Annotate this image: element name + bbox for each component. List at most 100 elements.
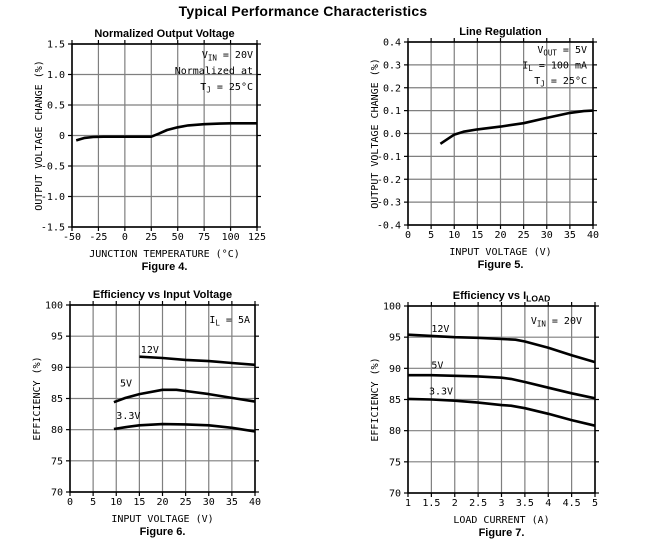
y-tick-label: -1.5 [41, 223, 65, 234]
y-tick-label: 1.5 [47, 40, 65, 51]
x-tick-label: 20 [494, 230, 506, 241]
annotation-line: Normalized at [175, 66, 253, 77]
y-tick-label: 1.0 [47, 70, 65, 81]
annotation-line: IL = 100 mA [522, 61, 587, 74]
y-tick-label: 80 [389, 426, 401, 437]
y-tick-label: -1.0 [41, 192, 65, 203]
x-tick-label: 40 [249, 497, 261, 508]
x-tick-label: 30 [541, 230, 553, 241]
y-tick-label: 75 [51, 456, 63, 467]
x-tick-label: 0 [122, 232, 128, 243]
x-axis-label: INPUT VOLTAGE (V) [111, 514, 213, 525]
x-tick-label: 15 [471, 230, 483, 241]
series-label-3.3V: 3.3V [429, 387, 453, 398]
chart-title: Normalized Output Voltage [94, 28, 234, 40]
y-tick-label: 95 [51, 332, 63, 343]
y-tick-label: -0.5 [41, 162, 65, 173]
y-tick-label: 75 [389, 457, 401, 468]
y-tick-label: 0.3 [383, 60, 401, 71]
annotation-line: VIN = 20V [531, 316, 582, 329]
x-tick-label: 25 [145, 232, 157, 243]
x-axis-label: INPUT VOLTAGE (V) [449, 247, 551, 258]
annotation-line: VOUT = 5V [537, 45, 587, 58]
figure-caption: Figure 5. [478, 259, 524, 271]
data-curve-3.3V [407, 397, 596, 427]
figure4-plot: VIN = 20V Normalized at TJ = 25°C -50 -25 0 25… [34, 28, 266, 273]
figure5-plot: VOUT = 5V IL = 100 mA TJ = 25°C 0 5 10 15 20 25 3… [370, 26, 599, 271]
y-tick-label: -0.2 [377, 175, 401, 186]
chart-title: Efficiency vs ILOAD [453, 290, 550, 304]
x-tick-label: 25 [180, 497, 192, 508]
y-tick-label: 90 [389, 364, 401, 375]
series-label-5V: 5V [431, 360, 443, 371]
series-label-3.3V: 3.3V [116, 411, 140, 422]
data-curve-output-voltage-change [439, 109, 594, 145]
annotation-line: TJ = 25°C [200, 82, 253, 95]
data-curve-5V [113, 388, 256, 404]
chart-efficiency-vs-input-voltage: 12V 5V 3.3V IL = 5A 0 5 10 15 20 25 30 35 40 100 95 90 8… [16, 286, 338, 548]
chart-normalized-output-voltage: VIN = 20V Normalized at TJ = 25°C -50 -25 0 25… [18, 25, 340, 282]
x-tick-label: 50 [172, 232, 184, 243]
x-tick-label: 5 [592, 498, 598, 509]
x-tick-label: -50 [63, 232, 81, 243]
y-tick-label: 0.2 [383, 83, 401, 94]
y-tick-label: 85 [389, 395, 401, 406]
y-tick-label: 0.5 [47, 101, 65, 112]
plot-border [71, 43, 258, 228]
figure6-plot: 12V 5V 3.3V IL = 5A 0 5 10 15 20 25 30 35 40 100 95 90 8… [32, 289, 261, 538]
y-axis-label: EFFICIENCY (%) [32, 356, 43, 440]
page-title: Typical Performance Characteristics [178, 3, 428, 19]
chart-title: Efficiency vs Input Voltage [93, 289, 232, 301]
annotation-line: IL = 5A [209, 315, 250, 328]
x-tick-label: 15 [133, 497, 145, 508]
y-tick-label: -0.4 [377, 221, 401, 232]
y-tick-label: 100 [45, 301, 63, 312]
x-tick-label: 10 [448, 230, 460, 241]
y-axis-label: EFFICIENCY (%) [370, 357, 381, 441]
x-tick-label: 3.5 [516, 498, 534, 509]
chart-title: Line Regulation [459, 26, 542, 38]
y-tick-label: 70 [389, 489, 401, 500]
annotation-line: TJ = 25°C [534, 76, 587, 89]
y-tick-label: 100 [383, 302, 401, 313]
y-tick-label: 0.1 [383, 106, 401, 117]
figure-caption: Figure 6. [140, 526, 186, 538]
x-tick-label: 0 [405, 230, 411, 241]
x-tick-label: 40 [587, 230, 599, 241]
x-tick-label: 75 [198, 232, 210, 243]
x-tick-label: -25 [89, 232, 107, 243]
data-curve-12V [139, 355, 256, 367]
data-curve-5V [408, 373, 596, 400]
series-label-12V: 12V [431, 324, 449, 335]
x-tick-label: 1 [405, 498, 411, 509]
y-tick-label: -0.3 [377, 198, 401, 209]
x-tick-label: 30 [203, 497, 215, 508]
x-tick-label: 2 [452, 498, 458, 509]
y-tick-label: 0.4 [383, 38, 401, 49]
x-tick-label: 3 [498, 498, 504, 509]
x-tick-label: 25 [518, 230, 530, 241]
y-tick-label: 95 [389, 333, 401, 344]
figure-caption: Figure 7. [479, 527, 525, 539]
chart-efficiency-vs-iload: 12V 5V 3.3V VIN = 20V 1 1.5 2 2.5 3 3.5 4 4.5 5 100 95… [354, 287, 656, 548]
data-curve-output-voltage-change [75, 122, 257, 142]
x-tick-label: 10 [110, 497, 122, 508]
x-axis-label: JUNCTION TEMPERATURE (°C) [89, 249, 240, 260]
x-tick-label: 35 [226, 497, 238, 508]
x-tick-label: 1.5 [422, 498, 440, 509]
x-tick-label: 5 [90, 497, 96, 508]
x-tick-label: 125 [248, 232, 266, 243]
y-tick-label: 80 [51, 425, 63, 436]
figure7-plot: 12V 5V 3.3V VIN = 20V 1 1.5 2 2.5 3 3.5 4 4.5 5 100 95… [370, 290, 599, 539]
y-tick-label: 70 [51, 488, 63, 499]
plot-border [407, 41, 594, 226]
x-tick-label: 4 [545, 498, 551, 509]
x-tick-label: 20 [156, 497, 168, 508]
series-label-5V: 5V [120, 379, 132, 390]
x-tick-label: 0 [67, 497, 73, 508]
y-tick-label: 0 [59, 131, 65, 142]
x-tick-label: 100 [222, 232, 240, 243]
chart-line-regulation: VOUT = 5V IL = 100 mA TJ = 25°C 0 5 10 15 20 25 3… [354, 23, 656, 282]
y-tick-label: -0.1 [377, 152, 401, 163]
